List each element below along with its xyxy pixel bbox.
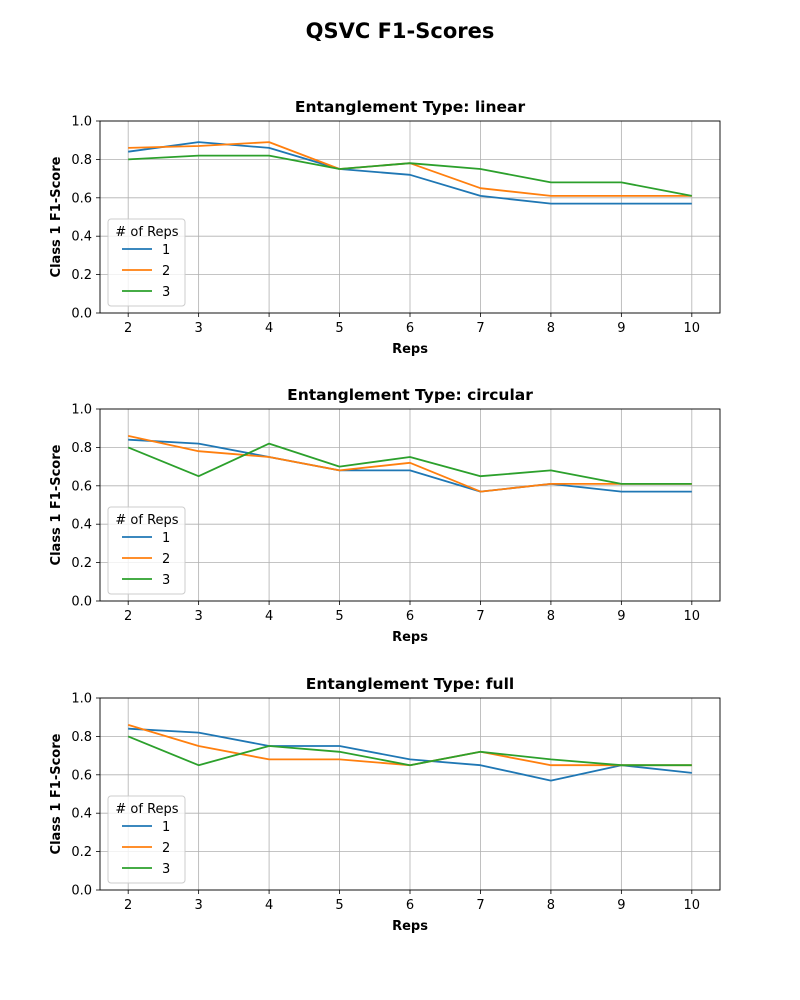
y-tick-label: 0.8 [71,730,92,745]
figure-title: QSVC F1-Scores [306,19,495,43]
series-line-3 [128,154,692,197]
series-line-2 [128,435,692,493]
x-tick-label: 2 [124,898,132,913]
legend-label-2: 2 [162,552,170,567]
y-tick-label: 0.8 [71,153,92,168]
y-tick-label: 0.2 [71,268,92,283]
y-tick-label: 1.0 [71,403,92,418]
legend-label-1: 1 [162,531,170,546]
x-tick-label: 5 [335,609,343,624]
x-tick-label: 9 [617,609,625,624]
series-line-1 [128,727,692,782]
x-tick-label: 3 [194,609,202,624]
x-tick-label: 3 [194,898,202,913]
x-axis-label: Reps [392,342,428,357]
x-tick-label: 6 [406,321,414,336]
subplot-2: 2 3 4 5 6 7 8 9 10 0.0 0.2 0.4 0.6 0.8 1.0 Entanglement… [49,386,721,645]
legend: # of Reps 1 2 3 [107,218,186,307]
x-tick-label: 7 [476,321,484,336]
x-tick-label: 10 [684,321,701,336]
x-axis-label: Reps [392,630,428,645]
x-tick-label: 9 [617,898,625,913]
subplot-title: Entanglement Type: circular [287,386,533,404]
y-tick-label: 1.0 [71,115,92,130]
x-tick-label: 2 [124,609,132,624]
legend-label-3: 3 [162,862,170,877]
legend-title: # of Reps [115,513,178,528]
subplot-panels: 2 3 4 5 6 7 8 9 10 0.0 0.2 0.4 0.6 0.8 1.0 Entanglement… [49,98,721,934]
legend-label-1: 1 [162,820,170,835]
x-tick-label: 4 [265,609,273,624]
y-tick-label: 0.4 [71,807,92,822]
x-tick-label: 7 [476,609,484,624]
x-tick-label: 6 [406,609,414,624]
x-tick-label: 4 [265,321,273,336]
y-tick-label: 1.0 [71,692,92,707]
x-tick-label: 5 [335,898,343,913]
subplot-title: Entanglement Type: linear [295,98,526,116]
y-tick-label: 0.6 [71,191,92,206]
x-tick-label: 8 [547,898,555,913]
x-tick-label: 7 [476,898,484,913]
y-axis-label: Class 1 F1-Score [49,156,64,277]
subplot-title: Entanglement Type: full [306,675,514,693]
x-tick-label: 8 [547,321,555,336]
legend-box [107,506,186,595]
subplot-3: 2 3 4 5 6 7 8 9 10 0.0 0.2 0.4 0.6 0.8 1.0 Entanglement… [49,675,721,934]
y-tick-label: 0.2 [71,845,92,860]
legend-box [107,795,186,884]
y-tick-label: 0.0 [71,884,92,899]
x-tick-label: 10 [684,609,701,624]
legend-title: # of Reps [115,802,178,817]
subplot-1: 2 3 4 5 6 7 8 9 10 0.0 0.2 0.4 0.6 0.8 1.0 Entanglement… [49,98,721,357]
series-line-3 [127,442,692,485]
legend-label-3: 3 [162,285,170,300]
x-tick-label: 10 [684,898,701,913]
legend: # of Reps 1 2 3 [107,506,186,595]
y-axis-label: Class 1 F1-Score [49,733,64,854]
y-tick-label: 0.2 [71,556,92,571]
series-line-1 [128,438,692,493]
y-tick-label: 0.8 [71,441,92,456]
legend: # of Reps 1 2 3 [107,795,186,884]
y-tick-label: 0.4 [71,230,92,245]
legend-label-2: 2 [162,841,170,856]
y-tick-label: 0.4 [71,518,92,533]
y-tick-label: 0.0 [71,307,92,322]
x-tick-label: 3 [194,321,202,336]
y-tick-label: 0.6 [71,768,92,783]
legend-label-2: 2 [162,264,170,279]
legend-label-1: 1 [162,243,170,258]
x-tick-label: 6 [406,898,414,913]
series-line-3 [127,735,692,767]
x-tick-label: 9 [617,321,625,336]
legend-label-3: 3 [162,573,170,588]
x-axis-label: Reps [392,919,428,934]
legend-box [107,218,186,307]
y-axis-label: Class 1 F1-Score [49,444,64,565]
y-tick-label: 0.0 [71,595,92,610]
x-tick-label: 2 [124,321,132,336]
legend-title: # of Reps [115,225,178,240]
x-tick-label: 5 [335,321,343,336]
x-tick-label: 4 [265,898,273,913]
y-tick-label: 0.6 [71,479,92,494]
x-tick-label: 8 [547,609,555,624]
